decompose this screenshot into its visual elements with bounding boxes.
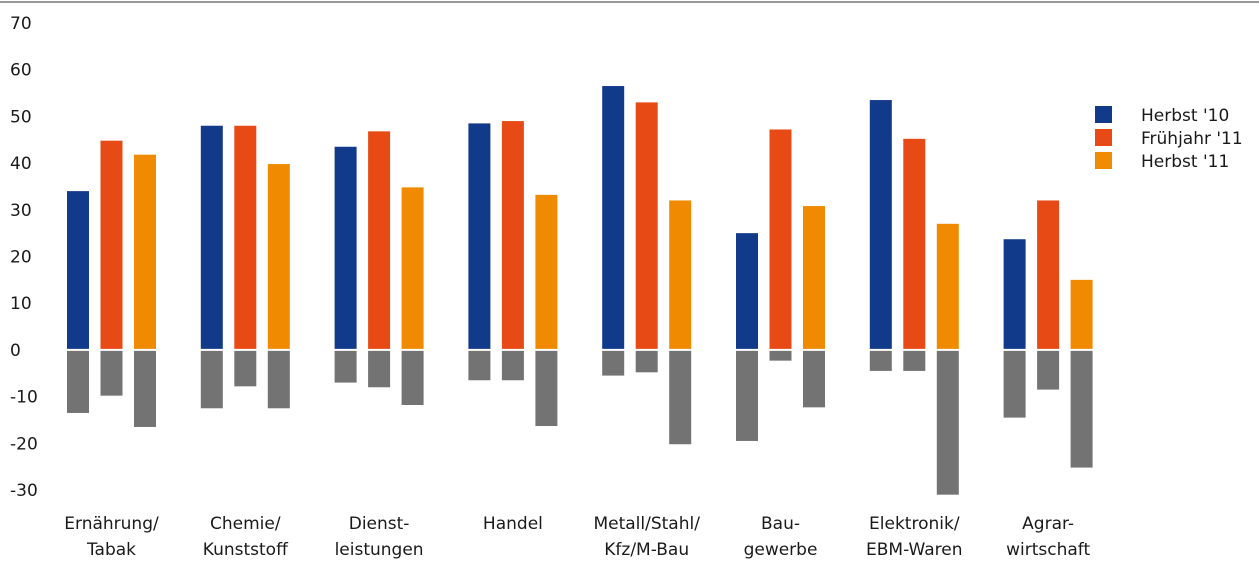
bar-positive xyxy=(401,187,424,350)
bar-positive xyxy=(903,138,926,350)
bar-positive xyxy=(67,191,89,350)
y-tick-label: 20 xyxy=(10,248,32,268)
category-label: Chemie/ xyxy=(210,514,281,534)
bar-negative xyxy=(134,349,156,427)
bar-positive xyxy=(200,125,223,350)
bar-positive xyxy=(936,223,959,350)
bar-negative xyxy=(234,349,257,387)
bar-positive xyxy=(602,86,625,350)
bar-positive xyxy=(535,194,558,350)
category-label: Elektronik/ xyxy=(869,514,960,534)
bar-positive xyxy=(134,154,156,350)
bar-negative xyxy=(602,349,625,376)
category-label: Tabak xyxy=(86,540,136,560)
y-tick-label: -30 xyxy=(10,481,38,501)
bar-positive xyxy=(100,140,123,350)
category-label: Handel xyxy=(483,514,543,534)
legend-swatch xyxy=(1095,152,1112,169)
bar-negative xyxy=(635,349,658,373)
bars xyxy=(67,86,1093,495)
y-tick-label: 30 xyxy=(10,201,32,221)
y-axis: 70 60 50 40 30 20 10 0 -10 -20 -30 xyxy=(10,14,38,501)
bar-negative xyxy=(936,349,959,495)
legend-label: Frühjahr '11 xyxy=(1141,129,1243,149)
category-label: Kunststoff xyxy=(203,540,289,560)
bar-negative xyxy=(736,349,758,441)
y-tick-label: -10 xyxy=(10,388,38,408)
y-tick-label: 60 xyxy=(10,61,32,81)
y-tick-label: 0 xyxy=(10,341,21,361)
bar-negative xyxy=(1037,349,1060,390)
bar-negative xyxy=(903,349,926,371)
bar-positive xyxy=(635,102,658,350)
bar-negative xyxy=(468,349,491,381)
bar-positive xyxy=(803,206,825,350)
legend-label: Herbst '11 xyxy=(1141,152,1229,172)
bar-positive xyxy=(736,233,758,350)
bar-positive xyxy=(368,131,391,350)
bar-negative xyxy=(535,349,558,427)
category-label: Kfz/M-Bau xyxy=(604,540,689,560)
category-label: Dienst- xyxy=(349,514,410,534)
y-tick-label: 50 xyxy=(10,107,32,127)
bar-negative xyxy=(267,349,290,409)
bar-negative xyxy=(769,349,792,361)
bar-positive xyxy=(869,100,892,350)
category-label: Ernährung/ xyxy=(64,514,159,534)
legend-swatch xyxy=(1095,106,1112,123)
bar-positive xyxy=(334,146,357,350)
legend-label: Herbst '10 xyxy=(1141,106,1229,126)
bar-negative xyxy=(67,349,89,413)
category-label: gewerbe xyxy=(744,540,818,560)
bar-negative xyxy=(200,349,223,409)
bar-positive xyxy=(1037,200,1060,350)
bar-negative xyxy=(869,349,892,371)
bar-positive xyxy=(267,164,290,350)
category-label: leistungen xyxy=(335,540,424,560)
x-axis-labels: Ernährung/Tabak Chemie/Kunststoff Dienst-l… xyxy=(64,514,1090,560)
bar-negative xyxy=(334,349,357,383)
bar-negative xyxy=(669,349,692,445)
category-label: wirtschaft xyxy=(1006,540,1090,560)
legend: Herbst '10 Frühjahr '11 Herbst '11 xyxy=(1095,106,1243,172)
bar-negative xyxy=(100,349,123,396)
bar-positive xyxy=(1070,279,1093,350)
category-label: Bau- xyxy=(761,514,800,534)
bar-negative xyxy=(368,349,391,388)
bar-negative xyxy=(1003,349,1026,418)
y-tick-label: 40 xyxy=(10,154,32,174)
y-tick-label: -20 xyxy=(10,434,38,454)
bar-positive xyxy=(1003,239,1026,350)
bar-positive xyxy=(501,121,524,350)
bar-negative xyxy=(401,349,424,406)
category-label: EBM-Waren xyxy=(866,540,963,560)
y-tick-label: 10 xyxy=(10,294,32,314)
category-label: Agrar- xyxy=(1022,514,1074,534)
bar-positive xyxy=(468,123,491,350)
bar-positive xyxy=(769,129,792,350)
bar-negative xyxy=(803,349,825,408)
legend-swatch xyxy=(1095,129,1112,146)
y-tick-label: 70 xyxy=(10,14,32,34)
bar-positive xyxy=(234,125,257,350)
bar-positive xyxy=(669,200,692,350)
bar-negative xyxy=(501,349,524,381)
category-label: Metall/Stahl/ xyxy=(593,514,700,534)
bar-negative xyxy=(1070,349,1093,468)
